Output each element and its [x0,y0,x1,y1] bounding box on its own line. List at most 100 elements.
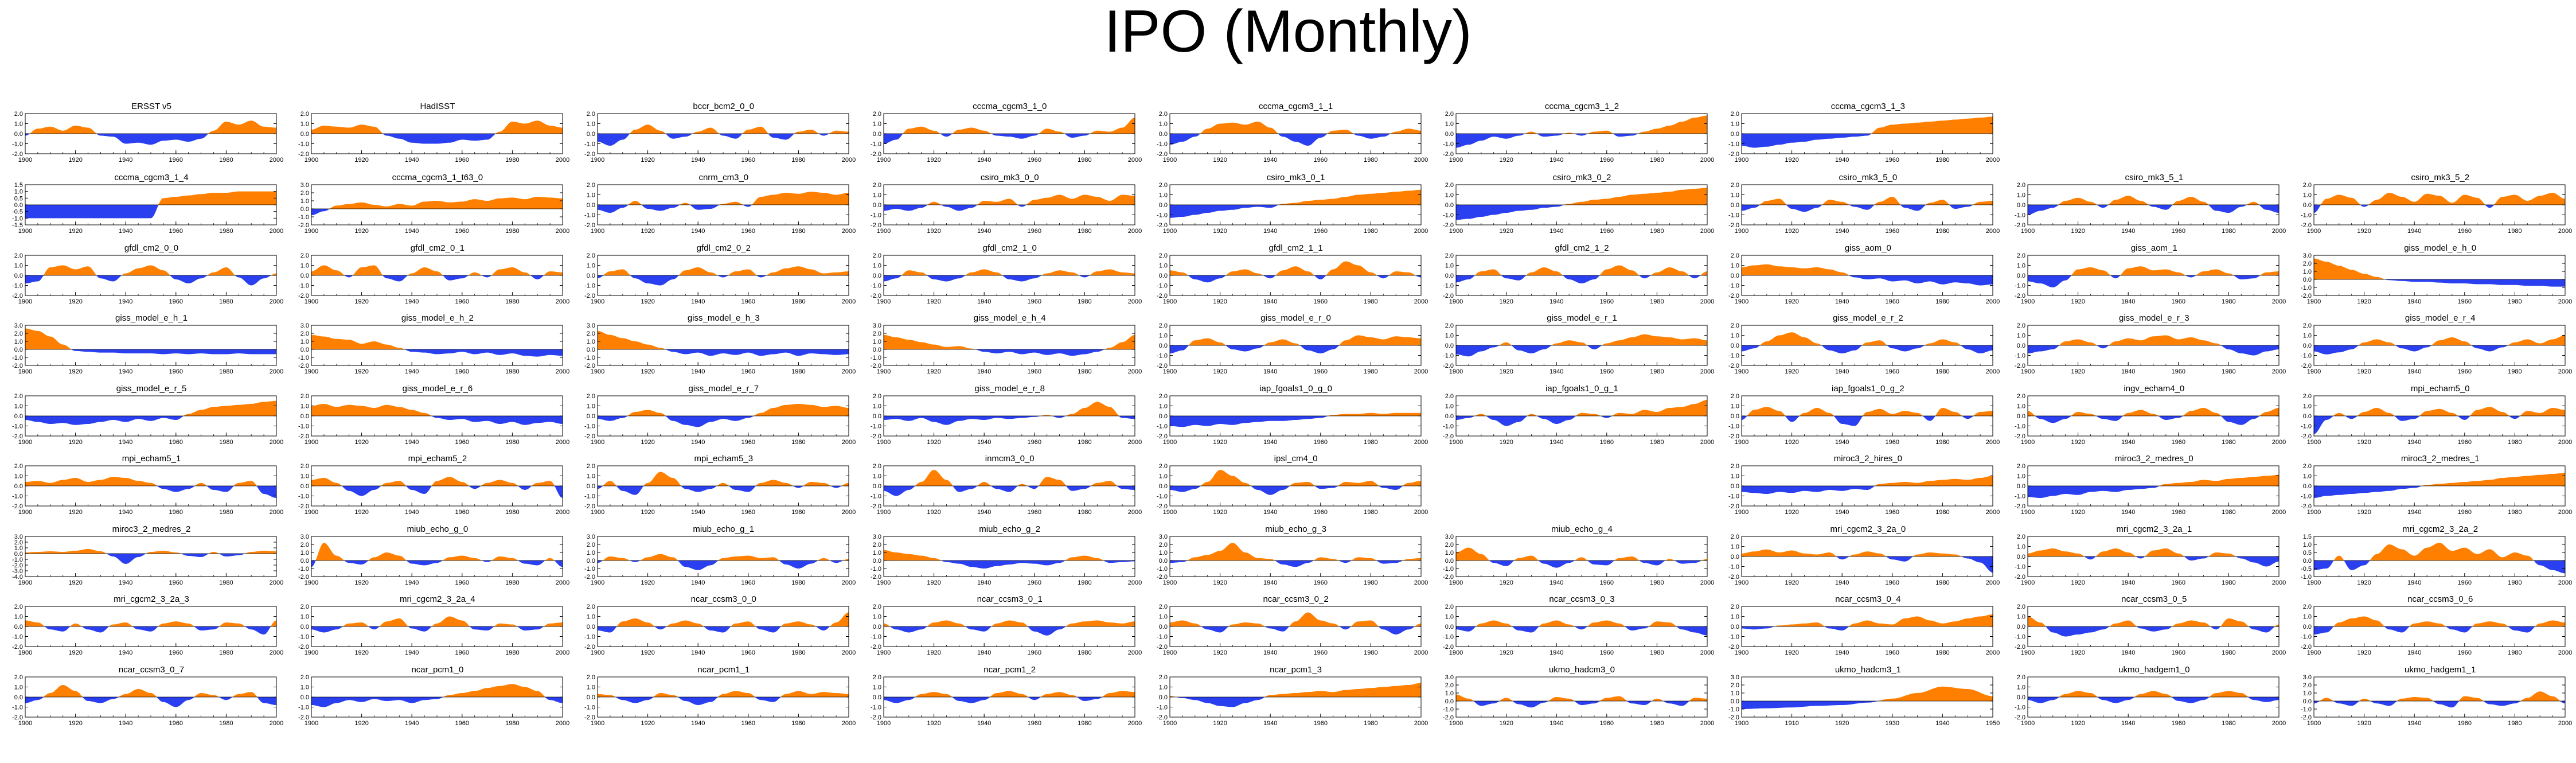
x-tick-label: 1960 [455,509,469,516]
negative-area [25,416,276,425]
x-tick-label: 1900 [18,439,32,446]
y-tick-label: -2.0 [584,503,595,510]
x-tick-label: 1900 [1162,228,1176,235]
x-tick-label: 1960 [1599,157,1613,164]
x-tick-label: 1920 [2071,439,2085,446]
x-tick-label: 1920 [68,298,82,305]
y-tick-label: 2.0 [1158,252,1167,259]
y-tick-label: 0.0 [1158,202,1167,209]
panel-title: cccma_cgcm3_1_3 [1830,102,1905,111]
panel-title: ncar_ccsm3_0_4 [1835,594,1901,604]
y-tick-label: 2.0 [1158,322,1167,329]
x-tick-label: 2000 [842,649,856,656]
x-tick-label: 1980 [505,579,519,586]
y-tick-label: 0.0 [872,202,881,209]
y-tick-label: 1.0 [1158,614,1167,621]
x-tick-label: 2000 [556,720,569,727]
x-tick-label: 2000 [2272,298,2286,305]
y-tick-label: 2.0 [2017,604,2025,610]
x-tick-label: 1920 [1785,509,1799,516]
y-tick-label: -1.0 [1728,141,1739,148]
positive-area [1455,620,1707,626]
x-tick-label: 1960 [2458,509,2472,516]
x-tick-label: 1920 [1785,298,1799,305]
panel-giss-model-e-h-1: giss_model_e_h_1 -2.0 -1.0 0.0 1.0 2.0 3.0 1900… [2,314,283,380]
x-tick-label: 1920 [1213,368,1227,375]
negative-area [25,554,276,564]
negative-area [311,134,563,144]
x-tick-label: 1940 [119,579,132,586]
y-tick-label: 0.0 [300,206,309,213]
positive-area [597,192,849,205]
negative-area [311,416,563,425]
panel-title: miroc3_2_medres_2 [112,524,191,534]
negative-area [1742,345,1993,353]
x-tick-label: 1960 [1886,579,1899,586]
panel-plot: -2.0 -1.0 0.0 1.0 2.0 1900 1920 1940 1960 1980 200… [1728,534,2000,586]
x-tick-label: 1900 [1162,649,1176,656]
y-tick-label: 0.0 [2017,413,2025,420]
panel-title: mri_cgcm2_3_2a_2 [2402,524,2479,534]
x-tick-label: 1980 [2222,509,2235,516]
x-tick-label: 1940 [1549,368,1563,375]
x-tick-label: 1940 [977,157,991,164]
x-tick-label: 1980 [505,157,519,164]
positive-area [597,472,849,486]
panel-miroc3-2-medres-0: miroc3_2_medres_0 -2.0 -1.0 0.0 1.0 2.0 1900 19… [2005,454,2286,520]
x-tick-label: 2000 [1127,649,1141,656]
x-tick-label: 1960 [1313,579,1327,586]
x-tick-label: 1940 [1549,579,1563,586]
negative-area [1169,134,1421,146]
x-tick-label: 1920 [1835,720,1849,727]
x-tick-label: 1900 [305,649,318,656]
x-tick-label: 1920 [927,228,940,235]
panel-csiro-mk3-5-0: csiro_mk3_5_0 -2.0 -1.0 0.0 1.0 2.0 1900 1920 19… [1719,173,2000,239]
panel-plot: -2.0 -1.0 0.0 1.0 2.0 1900 1920 1940 1960 1980 200… [871,182,1142,235]
x-tick-label: 1920 [1499,439,1513,446]
positive-area [2028,196,2280,205]
y-tick-label: 1.0 [587,338,595,345]
x-tick-label: 1960 [1027,579,1041,586]
y-tick-label: 1.0 [587,263,595,270]
panel-title: giss_model_e_r_2 [1833,313,1903,323]
positive-area [1742,614,1993,626]
y-tick-label: -2.0 [2015,574,2025,581]
x-tick-label: 1920 [1213,298,1227,305]
x-tick-label: 1900 [1735,649,1748,656]
positive-area [2028,691,2280,697]
x-tick-label: 1980 [791,368,805,375]
x-tick-label: 1900 [1449,298,1462,305]
x-tick-label: 1960 [2172,368,2185,375]
negative-area [311,626,563,633]
panel-cccma-cgcm3-1-0: cccma_cgcm3_1_0 -2.0 -1.0 0.0 1.0 2.0 1900 1920… [861,102,1142,168]
panel-ukmo-hadcm3-0: ukmo_hadcm3_0 -2.0 -1.0 0.0 1.0 2.0 3.0 1900 192… [1433,665,1714,731]
y-tick-label: -1.0 [584,141,595,148]
x-tick-label: 2000 [2272,509,2286,516]
x-tick-label: 1980 [791,157,805,164]
x-tick-label: 2000 [1127,157,1141,164]
y-tick-label: 1.0 [872,403,881,410]
negative-area [1169,486,1421,495]
y-tick-label: -2.0 [298,293,309,299]
y-tick-label: 0.0 [1158,624,1167,630]
x-tick-label: 2000 [270,649,283,656]
x-tick-label: 1920 [2071,368,2085,375]
negative-area [597,275,849,286]
x-tick-label: 1940 [119,509,132,516]
panel-giss-model-e-r-1: giss_model_e_r_1 -2.0 -1.0 0.0 1.0 2.0 1900 192… [1433,314,1714,380]
panel-title: gfdl_cm2_0_1 [410,243,465,253]
y-tick-label: 2.0 [1445,111,1453,118]
y-tick-label: -2.0 [1728,503,1739,510]
x-tick-label: 1900 [2021,228,2035,235]
panel-giss-model-e-r-6: giss_model_e_r_6 -2.0 -1.0 0.0 1.0 2.0 1900 192… [288,384,569,450]
x-tick-label: 1900 [2307,368,2321,375]
y-tick-label: -1.0 [2015,493,2025,500]
x-tick-label: 1920 [927,157,940,164]
y-tick-label: 3.0 [300,322,309,329]
panel-giss-model-e-h-2: giss_model_e_h_2 -2.0 -1.0 0.0 1.0 2.0 3.0 1900… [288,314,569,380]
panel-plot: -2.0 -1.0 0.0 1.0 2.0 1900 1920 1940 1960 1980 200… [871,393,1142,446]
y-tick-label: 0.0 [2017,483,2025,490]
x-tick-label: 1900 [2307,649,2321,656]
panel-plot: -2.0 -1.0 0.0 1.0 2.0 1900 1920 1940 1960 1980 200… [1728,182,2000,235]
x-tick-label: 1960 [1886,157,1899,164]
